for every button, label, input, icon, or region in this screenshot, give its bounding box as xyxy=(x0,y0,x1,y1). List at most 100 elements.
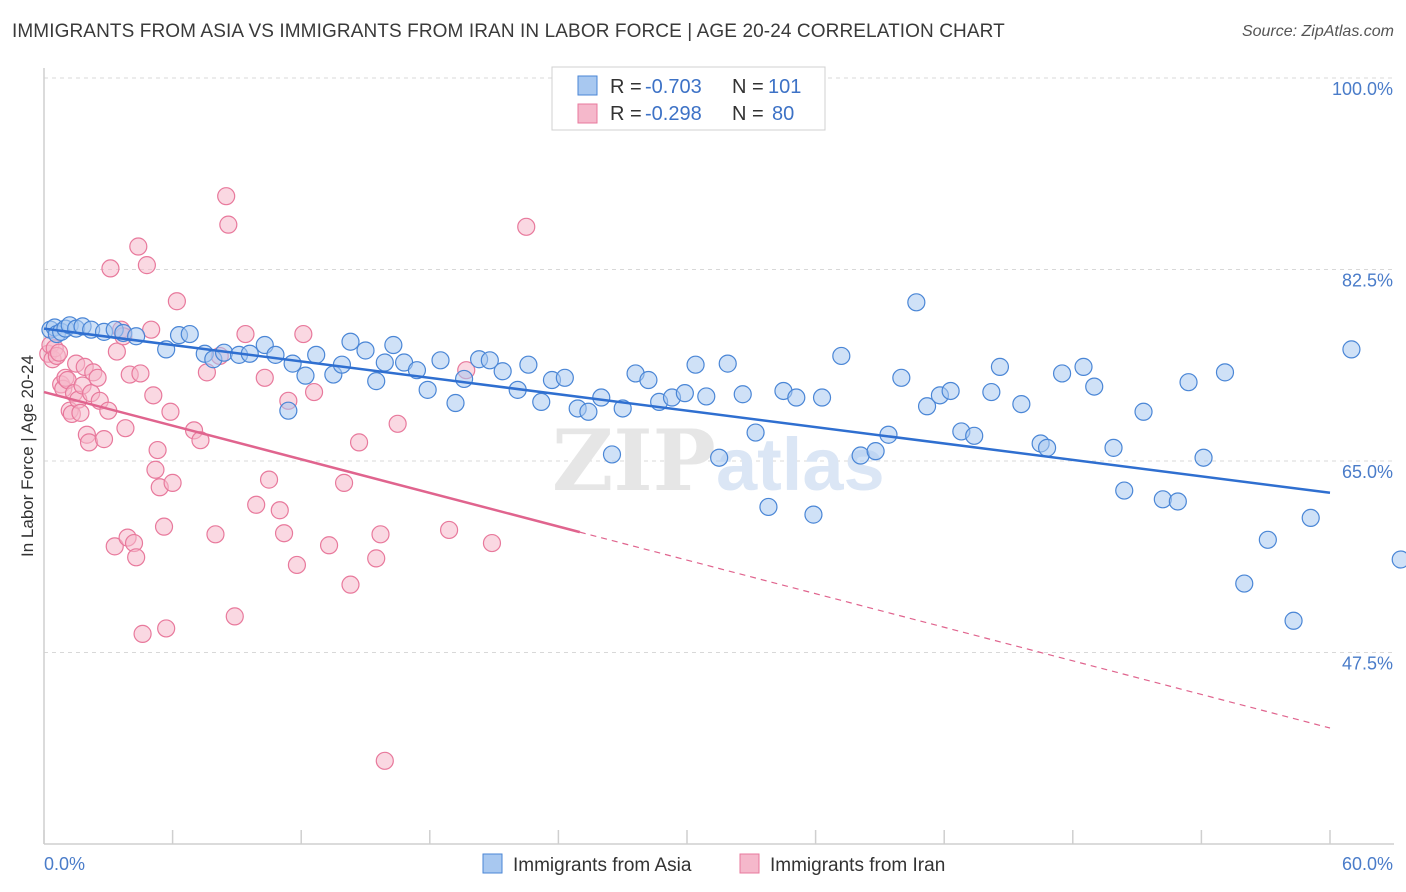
asia-point xyxy=(367,372,386,391)
asia-point xyxy=(1194,448,1213,467)
legend-r-label-asia: R = xyxy=(610,76,642,98)
legend-swatch-iran xyxy=(577,103,598,124)
iran-point xyxy=(482,533,502,553)
asia-point xyxy=(431,351,450,370)
iran-point xyxy=(206,525,225,544)
asia-point xyxy=(579,402,598,421)
asia-point xyxy=(1342,340,1361,359)
asia-point xyxy=(746,423,765,442)
bottom-legend-swatch-iran xyxy=(739,853,760,874)
iran-point xyxy=(236,324,255,344)
legend-box: R = -0.703 N = 101 R = -0.298 N = 80 xyxy=(551,66,826,131)
asia-point xyxy=(907,293,926,312)
iran-point xyxy=(144,386,163,405)
watermark: ZIP atlas xyxy=(552,411,885,510)
chart-title: IMMIGRANTS FROM ASIA VS IMMIGRANTS FROM … xyxy=(12,21,1005,42)
asia-point xyxy=(733,385,752,404)
iran-point xyxy=(157,619,176,638)
asia-point xyxy=(639,370,658,390)
iran-point xyxy=(127,548,146,567)
trend-lines xyxy=(43,327,1331,729)
iran-point xyxy=(375,751,394,770)
y-tick-label: 47.5% xyxy=(1342,654,1393,674)
asia-point xyxy=(341,332,360,351)
asia-point xyxy=(519,355,538,374)
asia-point xyxy=(675,384,694,403)
iran-point xyxy=(270,501,289,520)
asia-point xyxy=(1301,508,1320,528)
asia-point xyxy=(718,354,737,373)
asia-point xyxy=(266,345,285,364)
iran-point xyxy=(71,403,90,422)
iran-series xyxy=(39,187,536,770)
iran-point xyxy=(161,402,180,421)
iran-point xyxy=(274,524,294,543)
asia-point xyxy=(418,380,437,399)
asia-point xyxy=(480,351,499,370)
iran-point xyxy=(388,414,407,433)
asia-point xyxy=(1153,490,1172,509)
iran-point xyxy=(154,517,174,536)
iran-point xyxy=(142,320,161,339)
y-tick-label: 82.5% xyxy=(1342,271,1393,291)
asia-point xyxy=(1168,492,1187,511)
asia-point xyxy=(1179,373,1198,392)
asia-point xyxy=(917,397,937,416)
legend-n-value-iran: 80 xyxy=(772,103,794,125)
iran-point xyxy=(247,495,266,514)
iran-point xyxy=(219,215,238,234)
asia-point xyxy=(555,368,574,387)
asia-point xyxy=(1115,481,1134,500)
iran-point xyxy=(371,525,390,544)
bottom-legend: Immigrants from Asia Immigrants from Ira… xyxy=(482,853,945,876)
iran-point xyxy=(101,259,120,278)
asia-point xyxy=(1284,611,1303,630)
asia-point xyxy=(982,382,1001,402)
asia-point xyxy=(1074,357,1093,376)
asia-point xyxy=(866,442,885,461)
asia-point xyxy=(454,369,474,389)
iran-trend-extension xyxy=(579,531,1331,729)
iran-point xyxy=(129,237,148,256)
iran-point xyxy=(294,324,313,344)
source-credit: Source: ZipAtlas.com xyxy=(1241,23,1394,40)
bottom-legend-label-asia: Immigrants from Asia xyxy=(513,855,692,876)
asia-series xyxy=(41,293,1406,630)
asia-point xyxy=(296,366,315,385)
asia-point xyxy=(832,346,851,366)
asia-point xyxy=(851,446,870,465)
iran-point xyxy=(137,256,156,275)
asia-point xyxy=(812,388,832,407)
iran-point xyxy=(225,607,244,626)
iran-point xyxy=(255,368,274,387)
asia-point xyxy=(1037,438,1057,457)
y-axis-label: In Labor Force | Age 20-24 xyxy=(18,355,37,557)
asia-point xyxy=(697,387,716,406)
asia-point xyxy=(375,353,394,372)
x-tick-label-max: 60.0% xyxy=(1342,854,1393,874)
asia-point xyxy=(1258,530,1277,549)
iran-point xyxy=(287,555,307,575)
asia-point xyxy=(279,401,298,420)
iran-point xyxy=(259,470,279,489)
bottom-legend-swatch-asia xyxy=(482,853,503,874)
asia-point xyxy=(356,341,375,360)
x-tick-marks xyxy=(43,830,1331,844)
asia-trend-line xyxy=(43,327,1331,494)
asia-point xyxy=(493,362,512,381)
iran-point xyxy=(341,575,360,594)
asia-point xyxy=(965,426,984,445)
iran-point xyxy=(167,292,186,311)
asia-point xyxy=(1391,550,1406,569)
iran-point xyxy=(131,364,150,383)
asia-point xyxy=(1104,438,1123,457)
asia-point xyxy=(283,354,302,373)
iran-point xyxy=(116,419,135,438)
asia-point xyxy=(1052,364,1072,383)
asia-point xyxy=(180,324,199,344)
asia-point xyxy=(759,497,778,517)
iran-point xyxy=(88,368,107,387)
iran-point xyxy=(304,382,324,402)
iran-point xyxy=(49,343,69,362)
